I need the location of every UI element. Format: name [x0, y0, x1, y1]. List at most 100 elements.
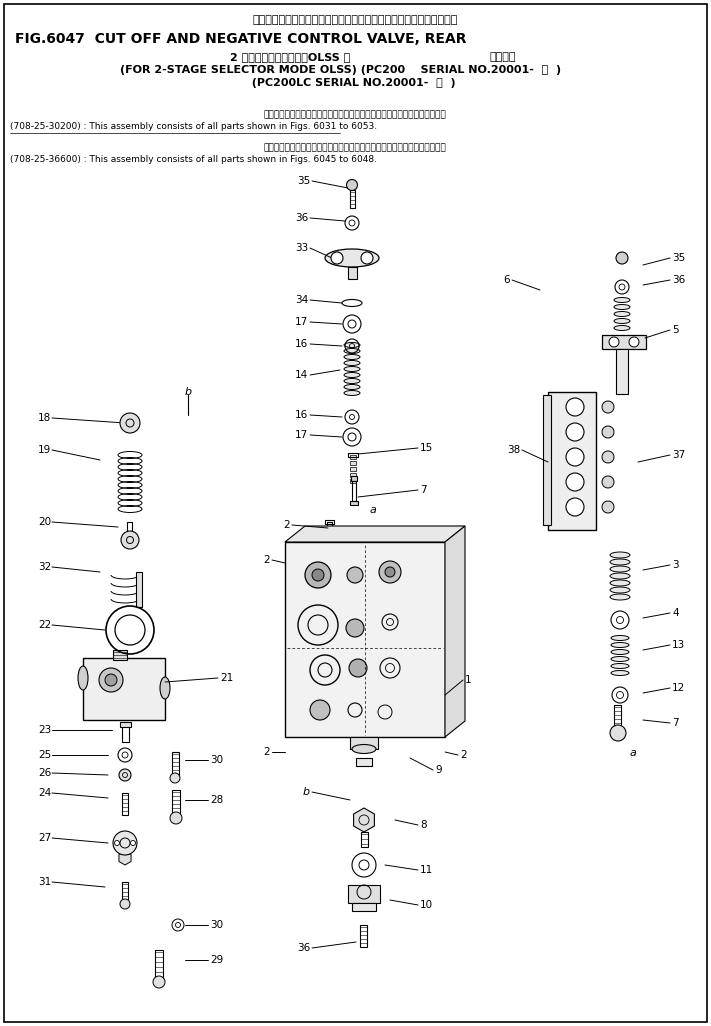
Bar: [350, 737, 378, 749]
Bar: [348, 267, 357, 279]
Bar: [602, 336, 646, 349]
Circle shape: [602, 451, 614, 463]
Text: b: b: [185, 387, 192, 397]
Ellipse shape: [344, 366, 360, 371]
Ellipse shape: [614, 325, 630, 330]
Text: a: a: [370, 505, 377, 515]
Circle shape: [616, 252, 628, 264]
Ellipse shape: [344, 385, 360, 390]
Text: 19: 19: [38, 445, 51, 455]
Text: 15: 15: [420, 443, 433, 453]
Ellipse shape: [344, 360, 360, 365]
Text: 26: 26: [38, 768, 51, 778]
Text: 23: 23: [38, 725, 51, 735]
Text: 2: 2: [263, 555, 270, 565]
Circle shape: [170, 773, 180, 783]
Circle shape: [119, 770, 131, 781]
Text: 36: 36: [672, 275, 685, 285]
Text: 31: 31: [38, 877, 51, 887]
Text: 16: 16: [295, 410, 308, 420]
Bar: [348, 885, 380, 903]
Circle shape: [385, 567, 395, 577]
Text: 36: 36: [296, 943, 310, 953]
Ellipse shape: [611, 657, 629, 662]
Circle shape: [131, 840, 136, 845]
Bar: [351, 476, 357, 481]
Text: 27: 27: [38, 833, 51, 843]
Bar: [113, 650, 127, 660]
Circle shape: [120, 899, 130, 909]
Bar: [614, 705, 621, 731]
Circle shape: [566, 498, 584, 516]
Circle shape: [114, 840, 119, 845]
Bar: [120, 722, 131, 727]
Bar: [122, 882, 128, 902]
Polygon shape: [285, 526, 465, 542]
Text: 25: 25: [38, 750, 51, 760]
Bar: [325, 520, 334, 524]
Polygon shape: [119, 851, 131, 865]
Circle shape: [346, 619, 364, 637]
Text: 7: 7: [420, 485, 427, 495]
Text: 17: 17: [295, 430, 308, 440]
Circle shape: [566, 473, 584, 491]
Circle shape: [609, 337, 619, 347]
Circle shape: [305, 562, 331, 588]
Ellipse shape: [610, 580, 630, 586]
Ellipse shape: [610, 573, 630, 579]
Bar: [127, 522, 132, 538]
Text: 32: 32: [38, 562, 51, 573]
Text: 18: 18: [38, 413, 51, 423]
Bar: [350, 190, 355, 208]
Circle shape: [566, 398, 584, 416]
Text: 36: 36: [295, 213, 308, 223]
Ellipse shape: [344, 355, 360, 359]
Circle shape: [361, 252, 373, 264]
Text: 13: 13: [672, 640, 685, 650]
Text: 2: 2: [460, 750, 466, 760]
Ellipse shape: [610, 552, 630, 558]
Text: 11: 11: [420, 865, 433, 875]
Text: 10: 10: [420, 900, 433, 910]
Circle shape: [566, 423, 584, 441]
Bar: [352, 903, 376, 911]
Text: b: b: [303, 787, 310, 797]
Text: このアセンブリの構成部品は第６０４５図から第６０４８図まで含みます．: このアセンブリの構成部品は第６０４５図から第６０４８図まで含みます．: [264, 143, 447, 152]
Bar: [348, 453, 358, 457]
Circle shape: [346, 180, 358, 191]
Bar: [172, 752, 179, 776]
Text: 2: 2: [263, 747, 270, 757]
Text: 8: 8: [420, 820, 427, 830]
Bar: [327, 522, 332, 536]
Text: (PC200LC SERIAL NO.20001-  ・  ): (PC200LC SERIAL NO.20001- ・ ): [120, 78, 456, 88]
Bar: [172, 790, 180, 816]
Bar: [350, 455, 356, 459]
Ellipse shape: [344, 391, 360, 395]
Text: 35: 35: [672, 253, 685, 263]
Text: 30: 30: [210, 755, 223, 765]
Circle shape: [120, 413, 140, 433]
Circle shape: [121, 531, 139, 549]
Text: 4: 4: [672, 608, 678, 618]
Text: 28: 28: [210, 795, 223, 805]
Bar: [350, 473, 356, 477]
Circle shape: [153, 976, 165, 988]
Ellipse shape: [614, 305, 630, 310]
Circle shape: [602, 426, 614, 438]
Text: 24: 24: [38, 788, 51, 798]
Circle shape: [602, 476, 614, 488]
Bar: [548, 392, 596, 530]
Text: 38: 38: [507, 445, 520, 455]
Ellipse shape: [78, 666, 88, 690]
Bar: [350, 467, 356, 471]
Ellipse shape: [611, 671, 629, 675]
Circle shape: [566, 448, 584, 466]
Text: 21: 21: [220, 673, 233, 683]
Ellipse shape: [611, 649, 629, 655]
Circle shape: [310, 700, 330, 720]
Bar: [83, 658, 165, 720]
Text: カット　オフ　および　ネガティブ　コントロール　バルブ，リヤー: カット オフ および ネガティブ コントロール バルブ，リヤー: [252, 15, 458, 25]
Bar: [350, 501, 358, 505]
Text: 9: 9: [435, 765, 442, 775]
Bar: [122, 726, 129, 742]
